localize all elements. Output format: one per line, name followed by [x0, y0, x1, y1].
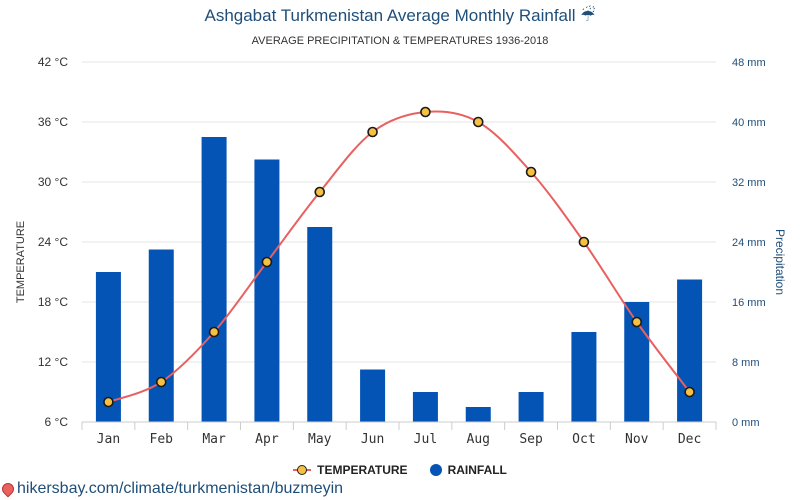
rainfall-bar — [307, 227, 333, 422]
y-tick-label-left: 18 °C — [38, 295, 68, 309]
temperature-point — [103, 396, 114, 408]
source-link-text[interactable]: hikersbay.com/climate/turkmenistan/buzme… — [17, 480, 344, 497]
x-tick-label: Jul — [414, 432, 437, 447]
y-tick-label-right: 16 mm — [732, 297, 766, 309]
temperature-point — [684, 386, 695, 398]
legend-item-rainfall[interactable]: RAINFALL — [429, 463, 507, 477]
axes: 6 °C 0 mm 12 °C 8 mm 18 °C 16 mm 24 °C 24 mm 30 … — [15, 55, 787, 447]
rainfall-bar — [201, 137, 227, 422]
y-axis-title-left: TEMPERATURE — [15, 221, 27, 303]
rainfall-bar — [360, 369, 386, 422]
legend-temperature-label: TEMPERATURE — [317, 463, 408, 477]
x-tick-label: May — [308, 432, 332, 447]
location-pin-icon — [0, 480, 17, 498]
rainfall-bar — [677, 279, 703, 422]
chart-canvas: 6 °C 0 mm 12 °C 8 mm 18 °C 16 mm 24 °C 24 mm 30 … — [15, 55, 787, 447]
temperature-point — [420, 106, 431, 118]
x-tick-label: Jun — [361, 432, 384, 447]
rainfall-bar — [148, 249, 174, 422]
temperature-point — [631, 316, 643, 328]
y-tick-label-right: 8 mm — [732, 357, 760, 369]
temperature-point — [208, 326, 220, 338]
rainfall-legend-icon — [429, 464, 442, 476]
legend-item-temperature[interactable]: TEMPERATURE — [293, 463, 408, 477]
temperature-point — [314, 186, 326, 198]
chart-title: Ashgabat Turkmenistan Average Monthly Ra… — [204, 6, 596, 25]
rainfall-bar — [254, 159, 280, 422]
temperature-curve — [108, 110, 691, 403]
source-link[interactable]: hikersbay.com/climate/turkmenistan/buzme… — [0, 480, 344, 498]
temperature-point — [578, 236, 590, 248]
y-axis-title-right: Precipitation — [773, 229, 787, 295]
x-tick-label: Feb — [150, 432, 174, 447]
x-tick-label: Dec — [678, 432, 701, 447]
rainfall-bar — [412, 392, 438, 422]
y-tick-label-right: 32 mm — [732, 177, 766, 189]
temperature-point — [472, 116, 484, 128]
y-tick-label-left: 6 °C — [45, 415, 69, 429]
x-tick-label: Mar — [202, 432, 226, 447]
rainfall-bar — [465, 407, 491, 422]
temperature-legend-icon — [293, 464, 312, 476]
x-tick-label: Jan — [97, 432, 120, 447]
rainfall-bar — [518, 392, 544, 422]
y-tick-label-left: 36 °C — [38, 115, 68, 129]
x-tick-label: Oct — [572, 432, 595, 447]
temperature-line — [103, 106, 695, 408]
chart-subtitle: AVERAGE PRECIPITATION & TEMPERATURES 193… — [251, 35, 549, 47]
y-tick-label-right: 48 mm — [732, 57, 766, 69]
y-tick-label-right: 40 mm — [732, 117, 766, 129]
y-tick-label-left: 30 °C — [38, 175, 68, 189]
temperature-point — [367, 126, 378, 138]
y-tick-label-right: 24 mm — [732, 237, 766, 249]
y-tick-label-left: 12 °C — [38, 355, 68, 369]
rainfall-bar — [571, 332, 597, 422]
legend-rainfall-label: RAINFALL — [447, 463, 507, 477]
temperature-point — [155, 376, 167, 388]
temperature-point — [261, 256, 273, 268]
x-tick-label: Sep — [519, 432, 543, 447]
temperature-point — [525, 166, 537, 178]
y-tick-label-left: 24 °C — [38, 235, 68, 249]
rainfall-bars — [95, 137, 703, 422]
grid-lines — [82, 61, 716, 423]
legend: TEMPERATURE RAINFALL — [0, 463, 800, 477]
y-tick-label-left: 42 °C — [38, 55, 68, 69]
x-tick-label: Apr — [255, 432, 279, 447]
x-tick-label: Nov — [625, 432, 649, 447]
x-tick-label: Aug — [467, 432, 490, 447]
y-tick-label-right: 0 mm — [732, 417, 760, 429]
